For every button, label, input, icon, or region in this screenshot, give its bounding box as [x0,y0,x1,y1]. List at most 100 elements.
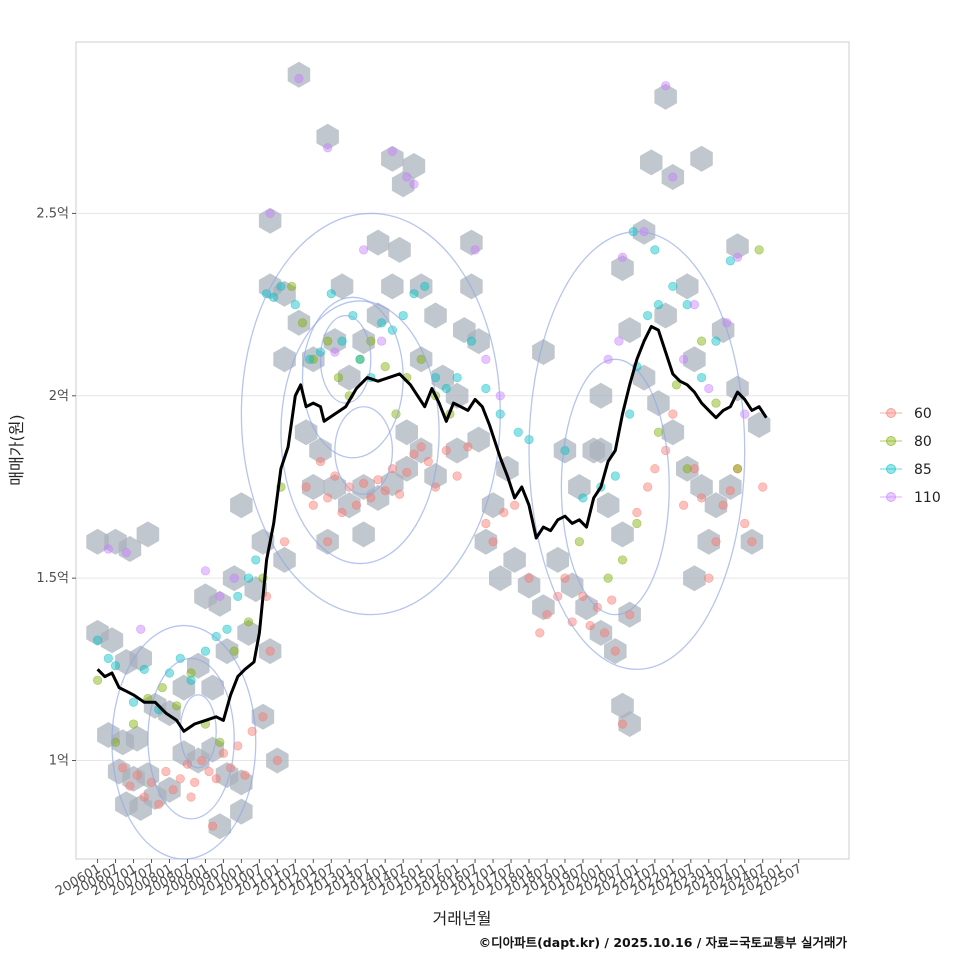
hexbin-110 [719,474,742,500]
point-size-60-39 [394,489,405,499]
point-size-85-12 [233,591,243,601]
hexbin-76 [445,382,469,409]
hexbin-92 [575,594,598,621]
point-size-60-82 [758,482,768,492]
point-size-85-24 [355,354,365,364]
hexbin-71 [391,171,415,198]
hexbin-75 [431,364,454,391]
point-size-60-19 [186,792,196,802]
point-size-85-18 [290,300,300,310]
density-contour-3 [319,314,372,404]
point-size-85-17 [276,281,286,291]
point-size-85-45 [643,310,653,321]
hexbin-97 [568,474,591,500]
point-size-60-74 [696,493,707,503]
y-tick-label-3: 2.5억 [36,206,69,221]
point-size-85-49 [696,372,707,383]
point-size-110-9 [330,347,340,357]
hexbin-57 [366,484,390,511]
hexbin-118 [690,145,713,172]
point-size-110-16 [481,354,491,364]
point-size-80-28 [603,573,613,583]
hexbin-51 [309,437,332,464]
legend-key-80 [886,436,896,446]
point-size-85-47 [668,281,678,291]
legend-label-110: 110 [914,490,941,506]
point-size-60-55 [542,610,552,620]
hexbin-61 [323,328,347,355]
point-size-60-75 [704,573,714,583]
point-size-80-33 [682,464,692,474]
point-size-85-2 [110,661,121,671]
y-tick-label-2: 2억 [49,389,69,404]
point-size-60-32 [344,482,354,492]
hexbin-13 [136,762,160,789]
point-size-60-57 [560,573,570,583]
point-size-60-21 [258,712,268,722]
hexbin-72 [409,273,433,300]
density-contour-9 [528,231,746,670]
hexbin-108 [690,474,713,500]
point-size-110-25 [689,300,700,310]
point-size-110-29 [740,409,750,419]
legend-key-110 [886,492,896,502]
hexbin-103 [618,317,641,344]
point-size-60-30 [330,471,340,481]
hexbin-100 [589,382,613,409]
point-size-110-15 [470,245,480,255]
x-axis-title: 거래년월 [433,909,492,928]
point-size-110-26 [704,383,714,394]
legend: 60 80 85 110 [880,406,941,506]
point-size-85-53 [650,245,660,255]
point-size-60-63 [607,595,617,605]
hexbin-29 [208,813,232,840]
point-size-110-18 [617,252,628,262]
point-size-80-30 [632,518,642,529]
hexbin-38 [251,703,275,730]
hexbin-63 [352,328,375,355]
hexbin-117 [661,164,685,190]
hexbin-53 [302,474,325,500]
point-size-85-0 [92,635,103,645]
hexbin-32 [208,590,232,617]
density-contour-6 [280,300,440,565]
hexbin-112 [683,565,706,592]
point-size-110-0 [103,544,113,554]
hexbin-79 [460,229,483,256]
point-size-85-9 [200,646,211,656]
point-size-60-60 [585,620,595,631]
point-size-60-25 [279,537,290,547]
hexbin-26 [201,736,224,763]
trend-line-layer [96,325,768,733]
y-axis-ticks: 1억 1.5억 2억 2.5억 [36,206,76,769]
point-size-80-32 [671,380,682,390]
hexbin-37 [230,492,253,519]
hexbin-48 [287,61,311,88]
hexbin-121 [676,273,699,300]
point-size-60-50 [488,537,498,547]
point-size-110-3 [200,566,211,576]
point-size-60-62 [599,628,610,638]
point-size-60-0 [118,763,128,773]
point-size-110-4 [215,591,225,601]
hexbin-55 [338,492,361,519]
point-size-85-29 [409,289,419,299]
point-size-85-51 [725,256,735,266]
hexbin-93 [589,619,613,646]
point-size-110-20 [614,336,624,346]
hexbin-132 [424,463,447,489]
point-size-60-14 [218,748,229,758]
hexbin-21 [187,652,210,679]
point-size-110-7 [294,73,304,84]
point-size-60-49 [481,518,491,529]
point-size-60-6 [161,766,171,777]
point-size-110-23 [668,172,678,182]
point-size-60-51 [499,507,509,518]
point-size-60-77 [718,500,728,510]
point-size-85-43 [625,409,635,419]
hexbin-68 [388,236,411,263]
point-size-60-46 [452,471,462,481]
point-size-60-13 [211,774,221,784]
point-size-80-6 [186,668,196,678]
point-size-85-4 [139,664,149,674]
